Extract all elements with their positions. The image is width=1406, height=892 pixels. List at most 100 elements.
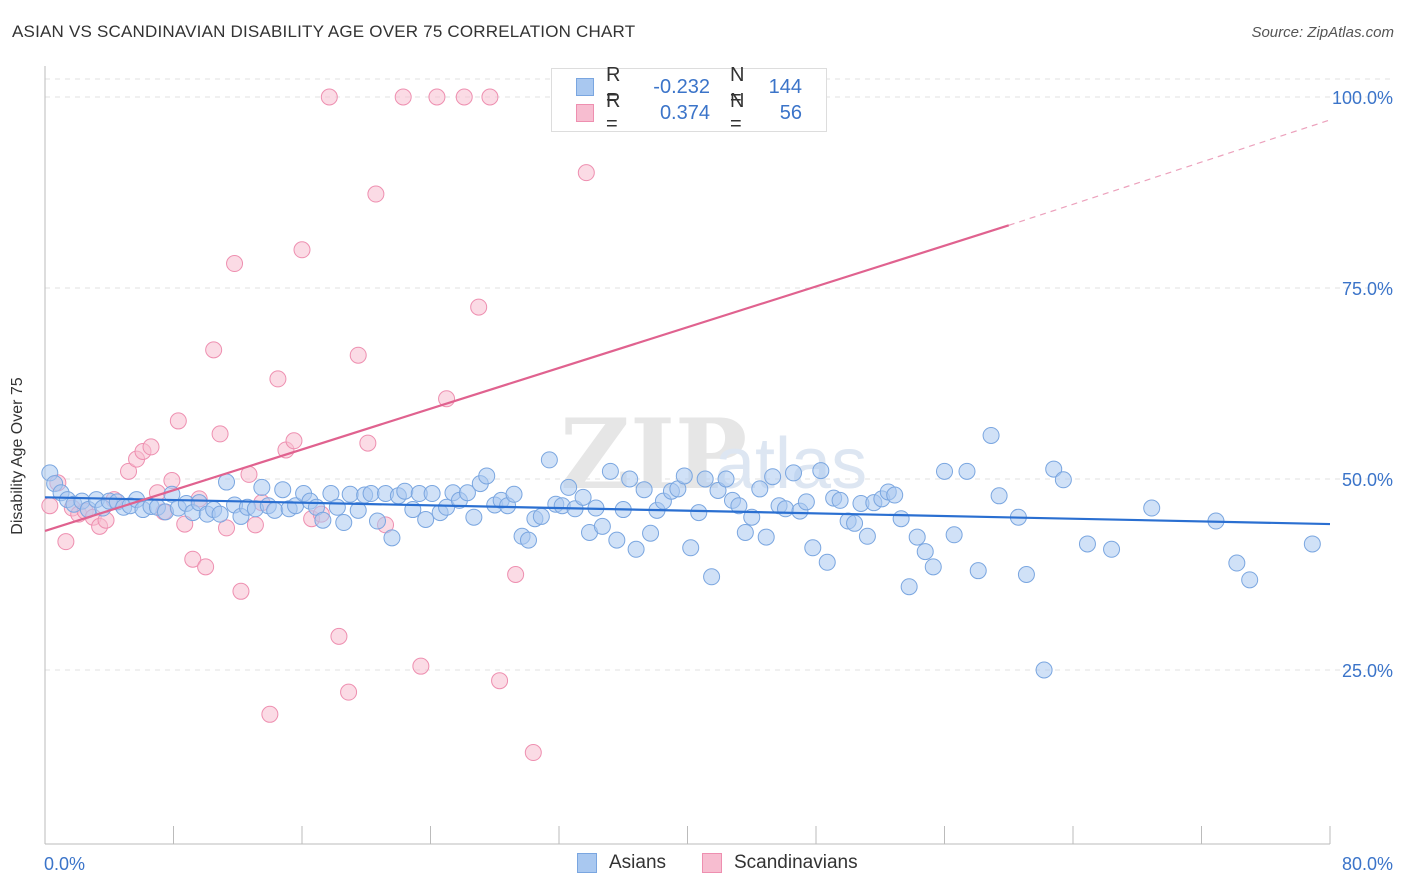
x-tick-label: 0.0% — [44, 854, 85, 874]
asian-point — [478, 467, 496, 485]
scandinavian-point — [169, 412, 187, 430]
scandinavian-point — [269, 370, 287, 388]
legend-row-asians: R = -0.232 N = 144 — [576, 64, 802, 109]
legend-item-scandinavians[interactable]: Scandinavians — [702, 852, 858, 874]
scandinavians-legend-label: Scandinavians — [734, 852, 858, 873]
scandinavian-point — [226, 255, 244, 273]
asian-point — [818, 553, 836, 571]
asian-point — [924, 558, 942, 576]
scandinavian-point — [142, 438, 160, 456]
scandinavians-legend-swatch — [702, 853, 722, 873]
asian-point — [936, 462, 953, 480]
scandinavian-point — [205, 341, 223, 359]
scandinavian-point — [455, 88, 473, 106]
n-label: N = — [730, 64, 745, 109]
asian-point — [764, 468, 782, 486]
asian-point — [593, 517, 611, 535]
asian-point — [396, 482, 414, 500]
asian-point — [1241, 571, 1259, 589]
scandinavian-point — [320, 88, 338, 106]
asian-point — [958, 462, 976, 480]
chart-title: ASIAN VS SCANDINAVIAN DISABILITY AGE OVE… — [12, 22, 636, 41]
asian-point — [1045, 460, 1063, 478]
scandinavian-point — [57, 533, 75, 551]
scandinavian-point — [507, 566, 525, 583]
asian-point — [1054, 471, 1072, 489]
scandinavian-point — [285, 432, 303, 450]
asian-point — [982, 426, 1000, 444]
asian-point — [423, 485, 441, 503]
asian-point — [916, 543, 934, 561]
asian-point — [1017, 566, 1035, 583]
asians-legend-label: Asians — [609, 852, 667, 873]
asian-point — [1103, 540, 1121, 558]
trend-lines — [44, 119, 1331, 533]
asian-point — [266, 501, 284, 519]
asian-point — [969, 562, 987, 580]
asian-point — [886, 486, 904, 504]
scandinavian-point — [232, 582, 250, 600]
asian-point — [608, 531, 626, 549]
y-tick-label: 50.0% — [1342, 470, 1393, 490]
r-label: R = — [606, 64, 621, 109]
asians-trend-line — [44, 496, 1331, 526]
source-label: Source: ZipAtlas.com — [1251, 24, 1394, 41]
asian-point — [812, 462, 830, 480]
asian-point — [1303, 535, 1321, 553]
scandinavian-point — [524, 744, 542, 762]
scandinavian-point — [184, 550, 202, 568]
scandinavian-point — [577, 164, 595, 182]
asian-point — [682, 539, 700, 557]
r-label: R = — [606, 90, 621, 135]
y-axis-label: Disability Age Over 75 — [9, 377, 26, 535]
scandinavian-point — [197, 558, 215, 576]
asian-point — [341, 485, 359, 503]
asian-point — [505, 485, 523, 503]
scandinavian-point — [481, 88, 499, 106]
asian-point — [908, 528, 926, 546]
n-value: 144 — [768, 75, 802, 98]
asians-swatch — [576, 78, 594, 96]
scandinavian-point — [349, 346, 367, 364]
grid-lines — [45, 78, 1395, 671]
asian-point — [703, 568, 721, 586]
n-value: 56 — [779, 101, 802, 124]
scandinavian-point — [428, 88, 446, 106]
scandinavian-point — [261, 705, 279, 723]
asian-point — [945, 526, 963, 544]
asian-point — [211, 505, 229, 523]
asian-point — [675, 467, 693, 485]
x-tick-label: 80.0% — [1342, 854, 1393, 874]
asian-point — [751, 480, 769, 498]
asian-point — [519, 531, 537, 549]
asian-point — [458, 484, 476, 502]
scandinavian-point — [218, 519, 236, 537]
stats-legend: R = -0.232 N = 144 R = 0.374 N = 56 — [551, 64, 827, 135]
asian-point — [1035, 661, 1053, 679]
asian-point — [540, 451, 558, 469]
y-tick-label: 100.0% — [1332, 88, 1393, 108]
scandinavian-point — [412, 657, 430, 675]
axes — [44, 66, 1331, 845]
n-label: N = — [730, 90, 745, 135]
asian-point — [892, 510, 910, 528]
asian-point — [362, 485, 380, 503]
asian-point — [831, 491, 849, 509]
asian-point — [532, 507, 550, 525]
asian-point — [990, 487, 1008, 505]
asian-point — [776, 500, 794, 518]
asian-point — [736, 523, 754, 541]
asian-point — [601, 462, 619, 480]
asian-point — [846, 514, 864, 532]
asian-point — [627, 540, 645, 558]
asian-point — [417, 510, 435, 528]
legend-item-asians[interactable]: Asians — [577, 852, 666, 874]
scandinavian-point — [330, 627, 348, 645]
scandinavian-point — [120, 462, 138, 480]
asian-point — [1228, 554, 1246, 572]
r-value: -0.232 — [653, 75, 710, 98]
asian-point — [574, 488, 592, 506]
legend-row-scandinavians: R = 0.374 N = 56 — [576, 90, 802, 135]
asian-point — [730, 497, 748, 515]
asian-point — [253, 478, 271, 496]
